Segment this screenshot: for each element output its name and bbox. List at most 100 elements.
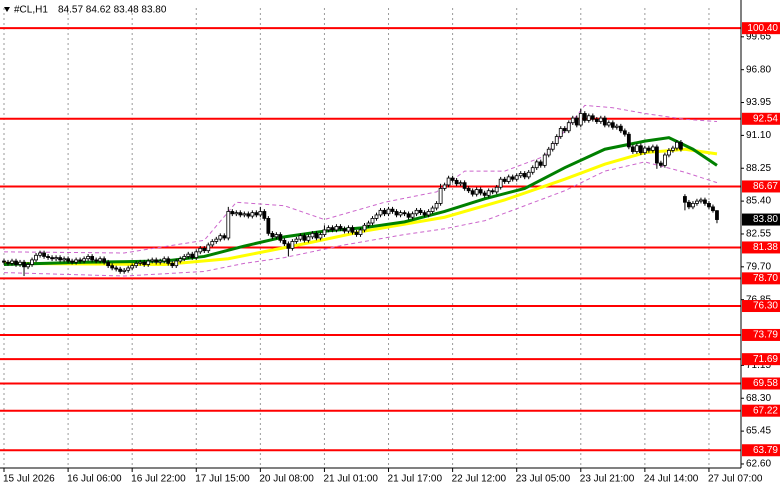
candle-body: [418, 209, 423, 214]
candle-body: [683, 196, 687, 203]
candle-body: [478, 189, 483, 194]
candle-body: [134, 262, 139, 267]
candle-body: [442, 184, 447, 189]
level-label-box: [742, 444, 780, 457]
candle-body: [62, 258, 66, 261]
candle-body: [594, 118, 599, 122]
candle-body: [2, 260, 6, 263]
candle-body: [54, 257, 58, 260]
candle-body: [434, 203, 439, 209]
x-tick-label: 22 Jul 12:00: [452, 474, 507, 485]
level-label-box: [742, 404, 780, 417]
candle-body: [630, 146, 635, 152]
candle-body: [222, 235, 227, 239]
candle-body: [114, 267, 119, 270]
candle-body: [602, 117, 607, 126]
candle-body: [258, 211, 263, 216]
level-label: 63.79: [753, 445, 778, 456]
candle-body: [338, 226, 343, 230]
candle-body: [510, 176, 515, 180]
candle-body: [370, 218, 375, 224]
level-label-box: [742, 241, 780, 254]
x-tick-label: 23 Jul 21:00: [580, 474, 635, 485]
x-tick-label: 27 Jul 07:00: [708, 474, 763, 485]
candle-body: [326, 227, 331, 231]
candle-body: [671, 147, 675, 151]
candle-body: [466, 188, 471, 192]
level-label-box: [742, 353, 780, 366]
candle-body: [438, 188, 443, 204]
candle-body: [350, 227, 355, 233]
candle-body: [658, 162, 663, 166]
axes: 15 Jul 2026 16 Jul 06:00 16 Jul 22:00 17 Ju…: [3, 22, 780, 485]
candle-body: [330, 227, 335, 231]
candle-body: [270, 232, 275, 238]
candle-body: [654, 146, 659, 164]
candle-body: [606, 122, 611, 126]
candle-body: [454, 179, 459, 185]
candle-body: [675, 141, 679, 149]
candle-body: [470, 190, 475, 195]
candle-body: [386, 208, 391, 215]
candle-body: [106, 261, 111, 267]
candle-body: [570, 117, 575, 124]
candle-body: [238, 212, 243, 216]
level-label: 76.30: [753, 301, 778, 312]
candle-body: [546, 148, 551, 156]
candle-body: [122, 269, 127, 272]
envelope-line: [3, 161, 718, 277]
candle-body: [174, 260, 179, 267]
candle-body: [142, 261, 147, 265]
candle-body: [34, 254, 38, 261]
candle-body: [6, 261, 10, 264]
candle-body: [446, 177, 451, 186]
candle-body: [50, 257, 54, 260]
candle-body: [695, 200, 699, 204]
candle-body: [342, 228, 347, 232]
candle-body: [402, 212, 407, 215]
candle-body: [10, 260, 14, 264]
candle-body: [398, 212, 403, 216]
candle-body: [582, 113, 587, 121]
x-tick-label: 24 Jul 14:00: [644, 474, 699, 485]
level-label: 71.69: [753, 354, 778, 365]
candle-body: [518, 173, 523, 177]
candle-body: [610, 122, 615, 128]
candle-body: [382, 209, 387, 215]
x-tick-label: 16 Jul 22:00: [131, 474, 186, 485]
candle-body: [46, 256, 50, 258]
candle-body: [534, 161, 539, 169]
y-tick-label: 82.55: [746, 229, 771, 240]
chart-title: #CL,H1: [14, 5, 48, 16]
candle-body: [146, 260, 151, 265]
y-tick-label: 76.85: [746, 294, 771, 305]
candle-body: [214, 238, 219, 242]
candle-body: [14, 260, 18, 265]
candle-body: [590, 115, 595, 120]
candle-body: [194, 251, 199, 258]
level-label: 78.70: [753, 273, 778, 284]
candle-body: [94, 259, 99, 262]
candle-body: [198, 247, 203, 253]
y-tick-label: 88.25: [746, 163, 771, 174]
candle-body: [78, 259, 83, 262]
candle-body: [318, 234, 323, 239]
candle-body: [522, 173, 527, 178]
level-label-box: [742, 180, 780, 193]
x-tick-label: 21 Jul 17:00: [388, 474, 443, 485]
candle-body: [162, 258, 167, 262]
candle-body: [42, 252, 46, 257]
candle-body: [711, 206, 715, 212]
candle-body: [430, 207, 435, 212]
chart-subtitle: 84.57 84.62 83.48 83.80: [58, 5, 167, 16]
level-label-box: [742, 112, 780, 125]
candle-body: [699, 199, 703, 202]
candle-body: [86, 256, 91, 260]
level-label: 67.22: [753, 405, 778, 416]
current-price-label: 83.80: [753, 214, 778, 225]
candle-body: [715, 210, 719, 220]
candle-body: [474, 189, 479, 195]
x-tick-label: 20 Jul 08:00: [259, 474, 314, 485]
candle-body: [414, 209, 419, 215]
